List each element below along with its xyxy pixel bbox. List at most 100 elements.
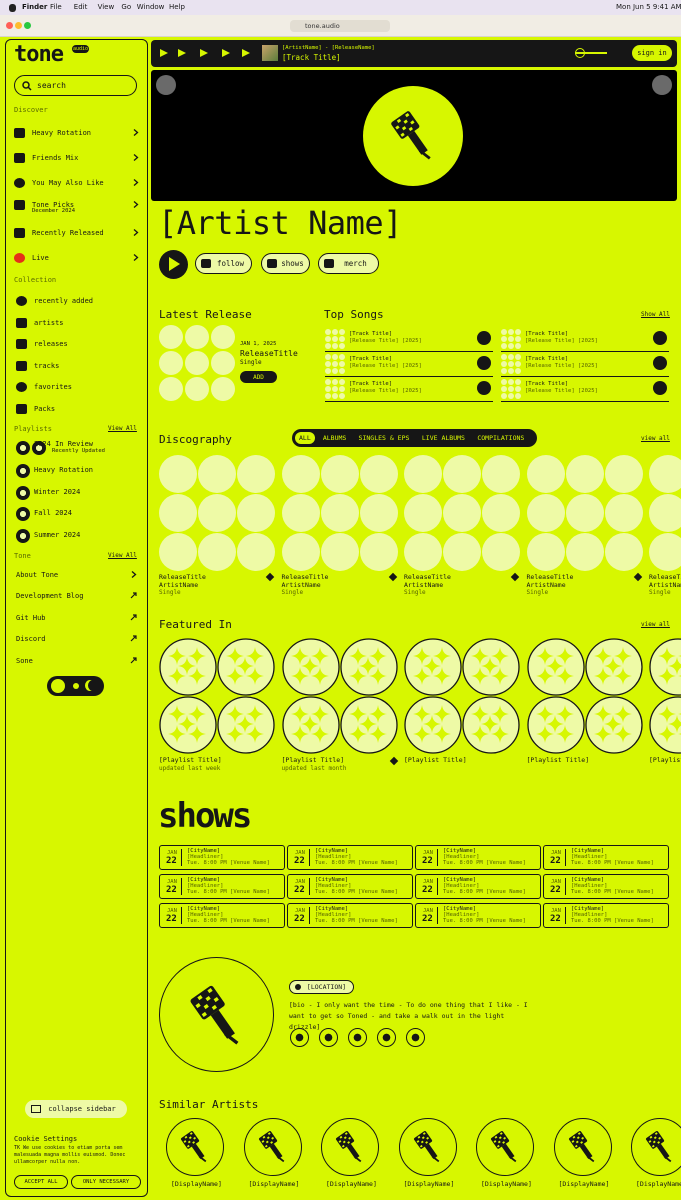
nav-item[interactable]: Discord	[16, 635, 46, 643]
similar-avatar[interactable]	[398, 1118, 457, 1176]
social-link[interactable]	[319, 1028, 338, 1047]
show-card[interactable]	[159, 874, 285, 899]
artist-action[interactable]: follow	[195, 253, 252, 274]
favorite-heart[interactable]	[265, 572, 275, 582]
nav-item[interactable]: Recently Released	[32, 229, 104, 237]
cookie-accept[interactable]: ACCEPT ALL	[14, 1175, 68, 1189]
song-more[interactable]	[477, 331, 491, 345]
show-card[interactable]	[159, 845, 285, 870]
show-card[interactable]	[415, 845, 541, 870]
menu-item[interactable]: File	[50, 3, 62, 11]
filter-tab-active[interactable]: ALL	[295, 432, 315, 444]
menu-item[interactable]: Help	[169, 3, 185, 11]
search-box[interactable]	[14, 75, 137, 96]
nav-item[interactable]: Git Hub	[16, 614, 46, 622]
song-title[interactable]: [Track Title]	[525, 331, 569, 337]
similar-name[interactable]: [DisplayName]	[481, 1180, 532, 1188]
show-card[interactable]	[159, 903, 285, 928]
song-title[interactable]: [Track Title]	[349, 381, 393, 387]
nav-item[interactable]: Packs	[34, 405, 56, 413]
similar-avatar[interactable]	[631, 1118, 681, 1176]
volume-knob[interactable]	[575, 48, 585, 58]
show-card[interactable]	[287, 903, 413, 928]
nav-item[interactable]: releases	[34, 340, 68, 348]
song-more[interactable]	[653, 331, 667, 345]
collapse-sidebar[interactable]: collapse sidebar	[25, 1100, 127, 1118]
favorite-heart[interactable]	[388, 572, 397, 582]
artist-action[interactable]: shows	[261, 253, 310, 274]
menu-item[interactable]: Go	[121, 3, 132, 11]
player-control[interactable]	[242, 49, 250, 57]
show-card[interactable]	[287, 874, 413, 899]
show-card[interactable]	[543, 903, 669, 928]
show-card[interactable]	[287, 845, 413, 870]
nav-item[interactable]: Live	[32, 254, 49, 262]
song-more[interactable]	[477, 381, 491, 395]
traffic-light[interactable]	[6, 22, 13, 29]
back-button[interactable]	[156, 75, 176, 95]
show-all[interactable]: Show All	[641, 311, 670, 318]
nav-item[interactable]: Winter 2024	[34, 488, 81, 496]
more-button[interactable]	[652, 75, 672, 95]
song-title[interactable]: [Track Title]	[525, 381, 569, 387]
traffic-light[interactable]	[24, 22, 31, 29]
menu-item[interactable]: View	[97, 3, 115, 11]
similar-name[interactable]: [DisplayName]	[636, 1180, 681, 1188]
favorite-heart[interactable]	[633, 572, 642, 582]
favorite-heart[interactable]	[389, 756, 399, 766]
nav-item[interactable]: Heavy Rotation	[32, 129, 92, 137]
song-title[interactable]: [Track Title]	[349, 331, 393, 337]
nav-item[interactable]: Development Blog	[16, 592, 84, 600]
similar-avatar[interactable]	[321, 1118, 379, 1176]
player-control[interactable]	[178, 49, 186, 57]
player-control[interactable]	[222, 49, 230, 57]
playlist-title[interactable]: [Playlist Title]	[281, 756, 345, 764]
view-all[interactable]: view all	[641, 435, 670, 442]
social-link[interactable]	[377, 1028, 396, 1047]
view-all[interactable]: View All	[108, 552, 137, 559]
similar-avatar[interactable]	[166, 1118, 224, 1176]
traffic-light[interactable]	[15, 22, 22, 29]
song-more[interactable]	[477, 356, 491, 370]
nav-item[interactable]: favorites	[34, 383, 72, 391]
song-more[interactable]	[653, 356, 667, 370]
nav-item[interactable]: Summer 2024	[34, 531, 81, 539]
sign-in[interactable]: sign in	[632, 45, 672, 61]
nav-item[interactable]: 2024 In Review	[34, 440, 94, 448]
filter-tab[interactable]: COMPILATIONS	[477, 434, 525, 442]
nav-item[interactable]: artists	[34, 319, 64, 327]
show-card[interactable]	[543, 874, 669, 899]
nav-item[interactable]: About Tone	[16, 571, 59, 579]
filter-tab[interactable]: ALBUMS	[322, 434, 347, 442]
similar-avatar[interactable]	[553, 1118, 612, 1176]
release-title[interactable]: ReleaseTitle	[281, 573, 329, 581]
release-title[interactable]: ReleaseTitle	[159, 573, 206, 581]
nav-item[interactable]: tracks	[34, 362, 60, 370]
player-control[interactable]	[160, 49, 168, 57]
filter-tab[interactable]: LIVE ALBUMS	[421, 434, 465, 442]
social-link[interactable]	[290, 1028, 309, 1047]
playlist-title[interactable]: [Playlist Title]	[404, 756, 467, 764]
similar-avatar[interactable]	[476, 1118, 534, 1176]
artist-action[interactable]: merch	[318, 253, 379, 274]
playlist-title[interactable]: [Playlist Title]	[649, 756, 681, 764]
cookie-necessary[interactable]: ONLY NECESSARY	[71, 1175, 141, 1189]
nav-item[interactable]: Tone Picks	[32, 201, 75, 209]
nav-item[interactable]: Fall 2024	[34, 509, 72, 517]
release-title[interactable]: ReleaseTitle	[526, 573, 574, 581]
nav-item[interactable]: Heavy Rotation	[34, 466, 94, 474]
similar-name[interactable]: [DisplayName]	[171, 1180, 222, 1188]
similar-avatar[interactable]	[243, 1118, 302, 1176]
show-card[interactable]	[415, 874, 541, 899]
show-card[interactable]	[543, 845, 669, 870]
filter-tab[interactable]: SINGLES & EPS	[358, 434, 410, 442]
social-link[interactable]	[348, 1028, 367, 1047]
add-button[interactable]: ADD	[240, 371, 277, 383]
song-more[interactable]	[653, 381, 667, 395]
similar-name[interactable]: [DisplayName]	[558, 1180, 610, 1188]
social-link[interactable]	[406, 1028, 425, 1047]
similar-name[interactable]: [DisplayName]	[326, 1180, 377, 1188]
view-all[interactable]: View All	[108, 425, 137, 432]
menu-item[interactable]: Edit	[73, 3, 88, 11]
nav-item[interactable]: recently added	[34, 297, 94, 305]
